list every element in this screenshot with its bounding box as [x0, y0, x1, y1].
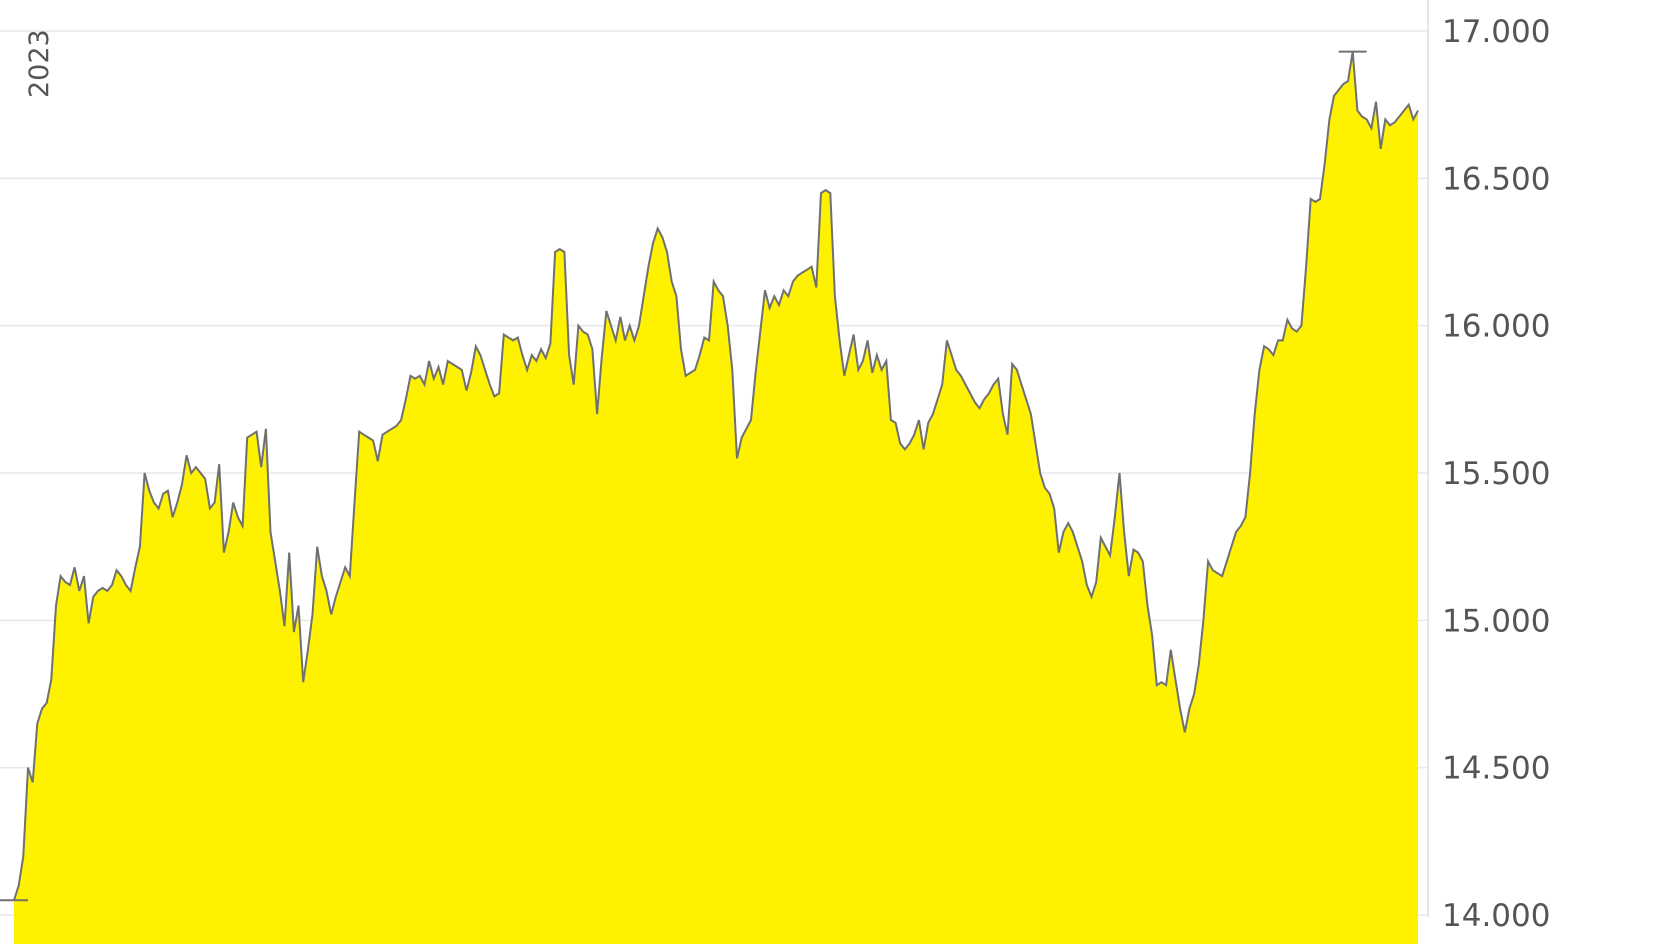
y-tick-label: 14.500: [1442, 751, 1550, 787]
price-area: [14, 51, 1418, 944]
year-label: 2023: [24, 29, 55, 98]
y-axis: 14.000 14.500 15.000 15.500 16.000 16.500 17.0…: [1442, 14, 1550, 934]
extreme-markers: [0, 50, 1367, 902]
y-tick-label: 16.000: [1442, 309, 1550, 345]
y-tick-label: 17.000: [1442, 14, 1550, 50]
y-tick-label: 14.000: [1442, 898, 1550, 934]
price-line: [13, 51, 1419, 901]
y-tick-label: 15.000: [1442, 603, 1550, 639]
y-tick-label: 16.500: [1442, 161, 1550, 197]
y-tick-label: 15.500: [1442, 456, 1550, 492]
